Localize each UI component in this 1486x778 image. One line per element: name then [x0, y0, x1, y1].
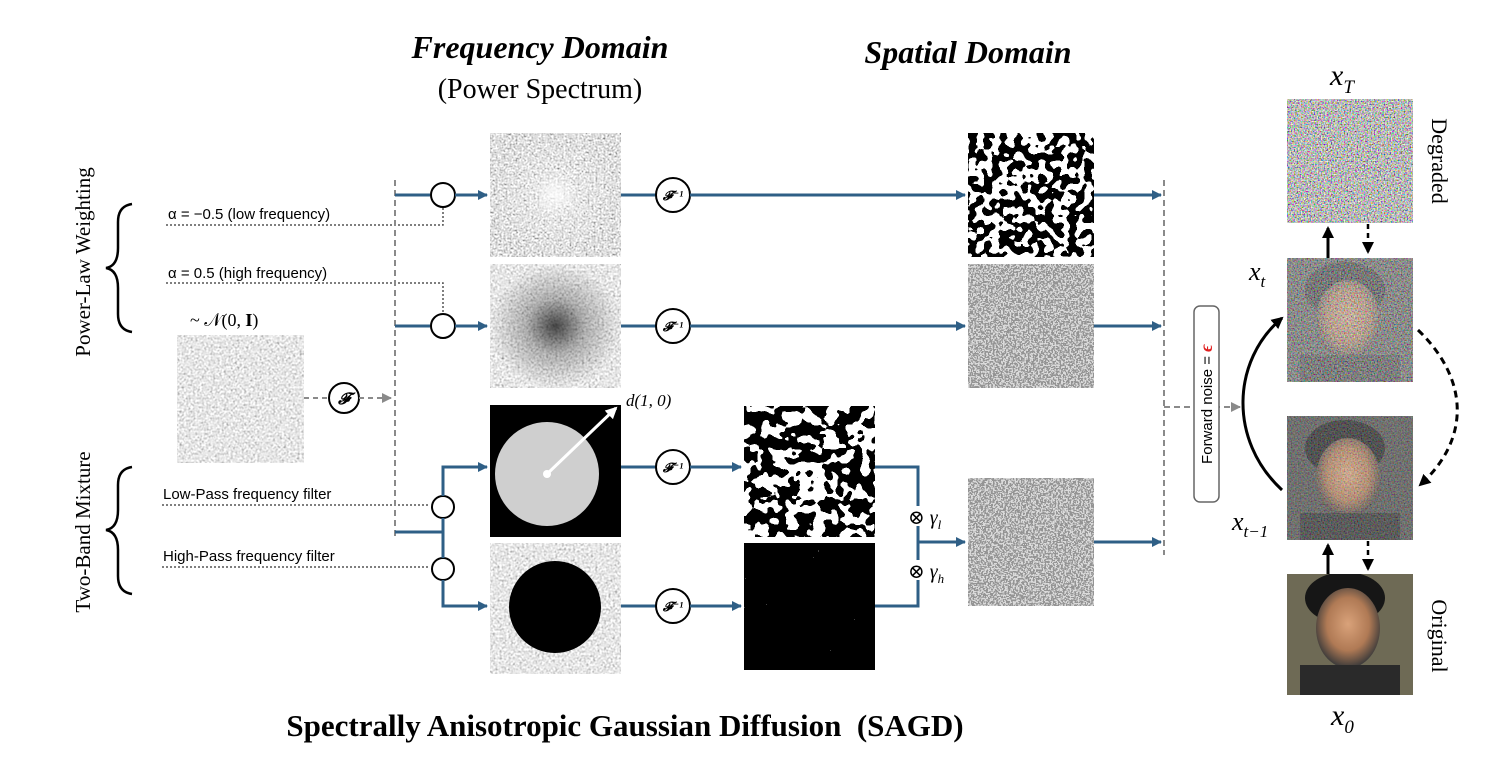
forward-noise-symbol: ϵ: [1196, 344, 1216, 352]
high-pass-label: High-Pass frequency filter: [163, 548, 335, 565]
highpass-mixer: [431, 557, 455, 581]
row1-inverse-fourier-label: 𝓕⁻¹: [662, 188, 683, 203]
original-label: Original: [1427, 599, 1452, 672]
gaussian-label: ~ 𝒩(0, 𝐈): [190, 310, 258, 331]
alpha-high-label: α = 0.5 (high frequency): [168, 265, 327, 282]
alpha-low-connector: [166, 207, 444, 226]
radius-label: d(1, 0): [626, 391, 672, 410]
lowpass-mixer: [431, 495, 455, 519]
reverse-curve-dashed: [1416, 328, 1459, 487]
x-t-image: [1287, 258, 1413, 382]
two-band-label: Two-Band Mixture: [71, 451, 95, 612]
lowpass-branch: [441, 462, 488, 496]
frequency-domain-title: Frequency Domain: [411, 29, 669, 65]
degraded-image: [1287, 99, 1413, 223]
x-tm1-label: xt−1: [1231, 507, 1268, 541]
gaussian-noise-image: [177, 335, 304, 463]
spatial-domain-title: Spatial Domain: [864, 34, 1071, 70]
degraded-label: Degraded: [1427, 118, 1452, 204]
power-law-label: Power-Law Weighting: [71, 167, 95, 357]
power-spectrum-subtitle: (Power Spectrum): [438, 74, 643, 105]
spectrum-low-glow: [490, 133, 621, 257]
x-t-label: xt: [1248, 257, 1267, 291]
alpha-low-label: α = −0.5 (low frequency): [168, 206, 330, 223]
radius-arrow: [545, 406, 618, 476]
gamma-h-label: ⊗ γh: [908, 561, 944, 586]
spatial-lowpass-image: [744, 406, 875, 537]
spatial-highpass-image: [744, 543, 875, 670]
alpha-high-connector: [166, 282, 444, 314]
forward-noise-box: [1193, 305, 1220, 503]
x-tm1-image: [1287, 416, 1413, 540]
spatial-high-image: [968, 264, 1094, 388]
spatial-mixture-image: [968, 478, 1094, 606]
x-0-label: x0: [1330, 699, 1354, 738]
highpass-combine: [875, 580, 920, 608]
power-law-brace: [105, 202, 133, 334]
original-image: [1287, 574, 1413, 695]
spatial-low-image: [968, 133, 1094, 257]
two-band-brace: [105, 465, 133, 596]
highpass-branch: [441, 580, 488, 611]
spectrum-high-shadow: [490, 264, 621, 388]
caption: Spectrally Anisotropic Gaussian Diffusio…: [286, 708, 963, 743]
gamma-l-label: ⊗ γl: [908, 507, 942, 532]
forward-noise-label: Forward noise = ϵ: [1196, 344, 1216, 464]
lowpass-inverse-fourier-label: 𝓕⁻¹: [662, 460, 683, 475]
row1-mixer: [430, 182, 456, 208]
low-pass-label: Low-Pass frequency filter: [163, 486, 331, 503]
x-T-label: xT: [1329, 59, 1355, 98]
highpass-filter-disk: [509, 561, 601, 653]
row2-mixer: [430, 313, 456, 339]
lowpass-combine: [875, 465, 920, 506]
forward-curve-arrow: [1241, 316, 1284, 492]
row2-inverse-fourier-label: 𝓕⁻¹: [662, 319, 683, 334]
highpass-inverse-fourier-label: 𝓕⁻¹: [662, 599, 683, 614]
